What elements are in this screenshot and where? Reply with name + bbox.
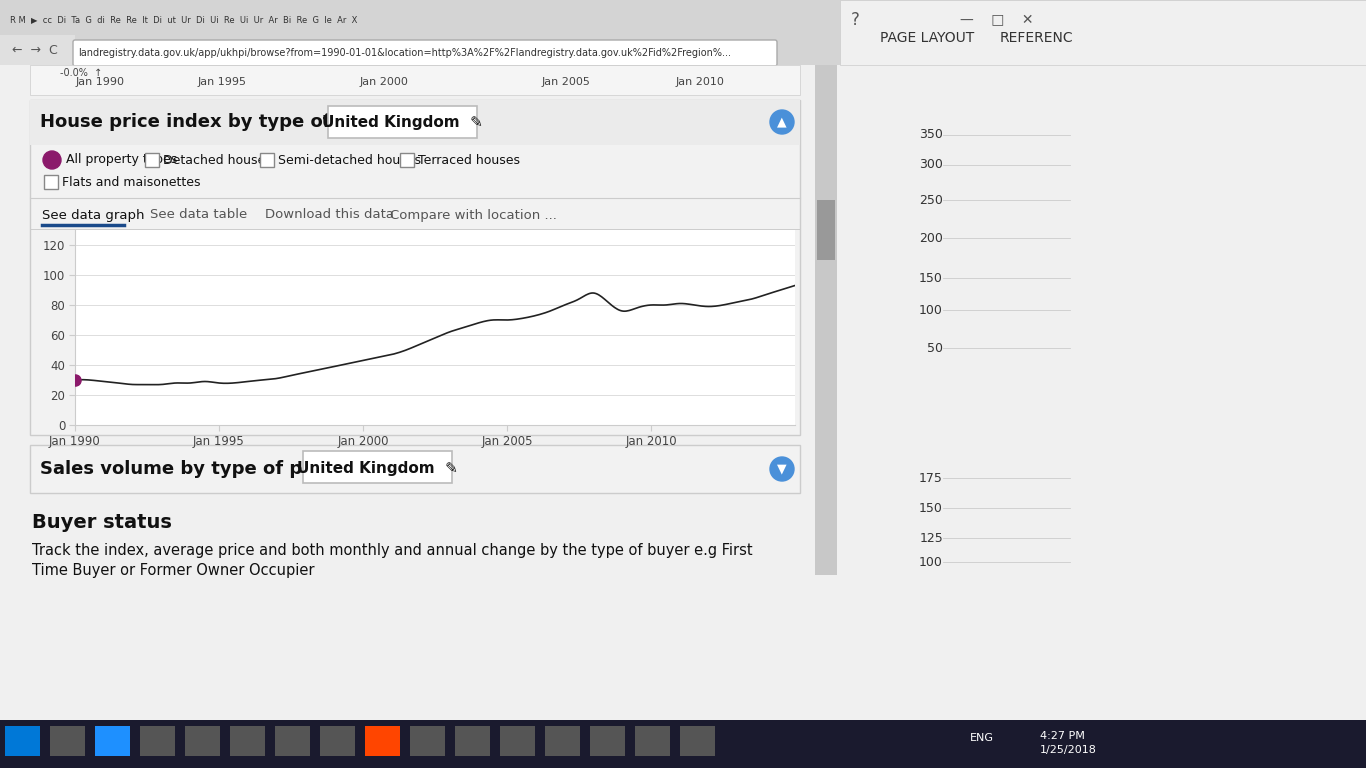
Bar <box>260 153 275 167</box>
Text: See data graph: See data graph <box>42 208 145 221</box>
Bar <box>635 726 669 756</box>
Text: Flats and maisonettes: Flats and maisonettes <box>61 176 201 188</box>
Text: 4:27 PM: 4:27 PM <box>1040 731 1085 741</box>
Bar <box>51 726 85 756</box>
Text: See data table: See data table <box>150 208 247 221</box>
Text: United Kingdom  ✎: United Kingdom ✎ <box>321 114 482 130</box>
Bar <box>0 720 1366 768</box>
Text: 200: 200 <box>919 231 943 244</box>
Bar <box>816 65 837 575</box>
Bar <box>840 0 1366 65</box>
Text: PAGE LAYOUT: PAGE LAYOUT <box>880 31 974 45</box>
Text: 175: 175 <box>919 472 943 485</box>
Bar <box>229 726 265 756</box>
Circle shape <box>42 151 61 169</box>
Text: Jan 1990: Jan 1990 <box>75 77 124 87</box>
Text: 100: 100 <box>919 555 943 568</box>
Text: Sales volume by type of property in: Sales volume by type of property in <box>40 460 403 478</box>
Bar <box>680 726 714 756</box>
Text: 125: 125 <box>919 531 943 545</box>
Bar <box>590 726 626 756</box>
Text: landregistry.data.gov.uk/app/ukhpi/browse?from=1990-01-01&location=http%3A%2F%2F: landregistry.data.gov.uk/app/ukhpi/brows… <box>78 48 731 58</box>
Bar <box>184 726 220 756</box>
Text: Semi-detached houses: Semi-detached houses <box>279 154 421 167</box>
Text: —    □    ✕: — □ ✕ <box>960 13 1034 27</box>
Text: 150: 150 <box>919 272 943 284</box>
Text: 150: 150 <box>919 502 943 515</box>
Text: House price index by type of property in: House price index by type of property in <box>40 113 451 131</box>
FancyBboxPatch shape <box>30 445 800 493</box>
FancyBboxPatch shape <box>72 40 777 66</box>
Text: R M  ▶  cc  Di  Ta  G  di  Re  Re  It  Di  ut  Ur  Di  Ui  Re  Ui  Ur  Ar  Bi  R: R M ▶ cc Di Ta G di Re Re It Di ut Ur Di… <box>10 15 358 25</box>
Text: Jan 1995: Jan 1995 <box>198 77 246 87</box>
Bar <box>145 153 158 167</box>
Text: 100: 100 <box>919 303 943 316</box>
Text: Terraced houses: Terraced houses <box>418 154 520 167</box>
Text: 350: 350 <box>919 128 943 141</box>
Bar <box>0 35 75 65</box>
Text: 300: 300 <box>919 158 943 171</box>
Text: REFERENC: REFERENC <box>1000 31 1074 45</box>
Text: ENG: ENG <box>970 733 994 743</box>
Circle shape <box>770 110 794 134</box>
Circle shape <box>770 457 794 481</box>
Text: Jan 2005: Jan 2005 <box>541 77 590 87</box>
Text: ▼: ▼ <box>777 462 787 475</box>
Text: 1/25/2018: 1/25/2018 <box>1040 745 1097 755</box>
Bar <box>840 65 1366 768</box>
Bar <box>410 726 445 756</box>
Bar <box>455 726 490 756</box>
Text: -0.0%  ↑: -0.0% ↑ <box>60 68 102 78</box>
Text: ?: ? <box>851 11 859 29</box>
Bar <box>400 153 414 167</box>
Text: 50: 50 <box>928 342 943 355</box>
Text: Track the index, average price and both monthly and annual change by the type of: Track the index, average price and both … <box>31 543 753 558</box>
Text: Download this data: Download this data <box>265 208 393 221</box>
Bar <box>0 0 1366 65</box>
Text: ▲: ▲ <box>777 115 787 128</box>
FancyBboxPatch shape <box>328 106 477 138</box>
Bar <box>320 726 355 756</box>
Bar <box>96 726 130 756</box>
Bar <box>5 726 40 756</box>
Text: Buyer status: Buyer status <box>31 513 172 532</box>
Text: Jan 2010: Jan 2010 <box>676 77 724 87</box>
Bar <box>139 726 175 756</box>
Bar <box>500 726 535 756</box>
Bar <box>30 65 800 95</box>
Bar <box>0 65 840 768</box>
Text: Jan 2000: Jan 2000 <box>359 77 408 87</box>
Bar <box>30 100 800 145</box>
Text: United Kingdom  ✎: United Kingdom ✎ <box>296 462 458 476</box>
Text: All property types: All property types <box>66 154 178 167</box>
Text: ←  →  C: ← → C <box>12 45 57 58</box>
FancyBboxPatch shape <box>30 100 800 435</box>
Text: Compare with location ...: Compare with location ... <box>391 208 557 221</box>
Text: 250: 250 <box>919 194 943 207</box>
Bar <box>275 726 310 756</box>
FancyBboxPatch shape <box>303 451 452 483</box>
Text: Time Buyer or Former Owner Occupier: Time Buyer or Former Owner Occupier <box>31 563 314 578</box>
Bar <box>545 726 581 756</box>
Bar <box>817 200 835 260</box>
Bar <box>365 726 400 756</box>
Bar <box>44 175 57 189</box>
Text: Detached houses: Detached houses <box>163 154 272 167</box>
